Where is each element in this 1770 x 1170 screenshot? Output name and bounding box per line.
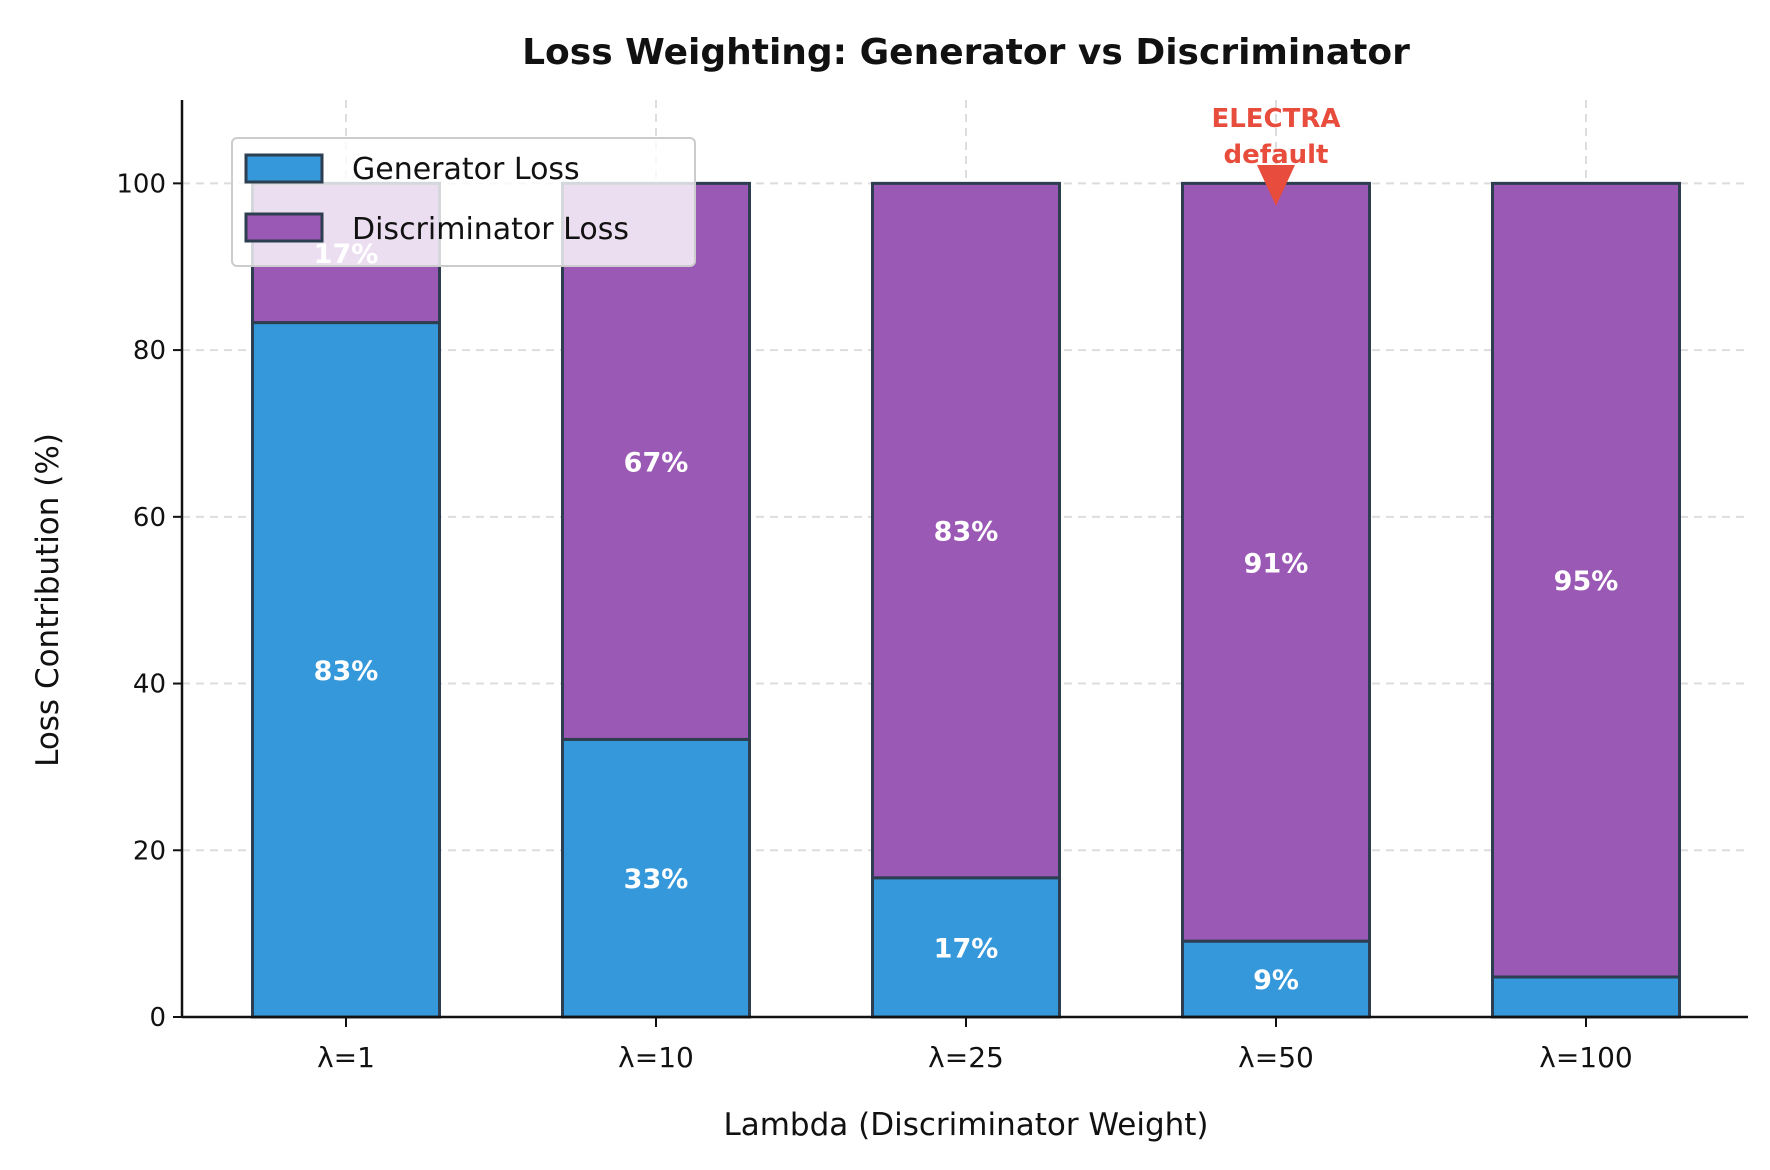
legend-swatch-generator xyxy=(244,153,324,184)
legend-label-generator: Generator Loss xyxy=(352,152,580,187)
legend-label-discriminator: Discriminator Loss xyxy=(352,212,629,247)
x-tick-label: λ=25 xyxy=(928,1041,1004,1074)
axes: 0 20 40 60 80 100 λ=1 λ=10 λ=25 λ=50 λ=100 xyxy=(116,100,1748,1074)
bar-generator xyxy=(1491,975,1681,1019)
data-label: 83% xyxy=(314,656,379,687)
data-label: 91% xyxy=(1244,548,1309,579)
y-tick-label: 80 xyxy=(133,336,166,366)
x-tick-label: λ=10 xyxy=(618,1041,694,1074)
y-tick-label: 40 xyxy=(133,670,166,700)
data-label: 67% xyxy=(624,447,689,478)
annotation-arrow-icon xyxy=(1257,165,1295,206)
y-tick-label: 60 xyxy=(133,503,166,533)
x-axis-label: Lambda (Discriminator Weight) xyxy=(723,1107,1208,1143)
data-label: 83% xyxy=(934,517,999,548)
bar-generator xyxy=(1181,939,1371,1019)
x-tick-label: λ=100 xyxy=(1539,1041,1632,1074)
y-tick-label: 0 xyxy=(149,1003,166,1033)
x-tick-label: λ=1 xyxy=(317,1041,375,1074)
y-axis-label: Loss Contribution (%) xyxy=(30,433,66,767)
bars xyxy=(251,181,1681,1019)
bar-generator xyxy=(561,737,751,1019)
y-tick-label: 100 xyxy=(116,169,166,199)
bar-discriminator xyxy=(561,181,751,741)
y-tick-label: 20 xyxy=(133,836,166,866)
legend-swatch-discriminator xyxy=(244,212,324,243)
data-label: 33% xyxy=(624,864,689,895)
data-label: 95% xyxy=(1554,566,1619,597)
electra-annotation: ELECTRA default xyxy=(1211,104,1341,206)
bar-discriminator xyxy=(871,181,1061,880)
bar-discriminator xyxy=(1491,181,1681,979)
data-label: 17% xyxy=(934,933,999,964)
bar-discriminator xyxy=(1181,181,1371,943)
annotation-line-1: ELECTRA xyxy=(1211,104,1340,134)
chart-title: Loss Weighting: Generator vs Discriminat… xyxy=(522,32,1410,73)
bar-generator xyxy=(871,876,1061,1019)
data-label: 9% xyxy=(1253,965,1299,996)
legend: Generator Loss Discriminator Loss xyxy=(231,137,696,267)
bar-generator xyxy=(251,321,441,1019)
x-tick-label: λ=50 xyxy=(1238,1041,1314,1074)
